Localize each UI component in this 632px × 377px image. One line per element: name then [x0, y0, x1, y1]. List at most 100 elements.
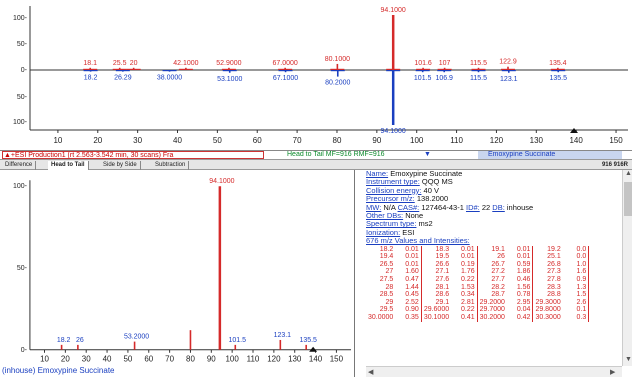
mw-label[interactable]: MW:: [366, 202, 382, 212]
values-heading[interactable]: 676 m/z Values and Intensities:: [366, 236, 470, 246]
y-tick-labels: 100- 50- 0- 50- 100-: [13, 15, 28, 126]
vertical-scrollbar[interactable]: ▲ ▼: [622, 170, 632, 366]
match-code: 916 916R: [601, 162, 628, 168]
intensity-cell: 1.86: [506, 268, 534, 277]
lower-peak: [507, 70, 510, 73]
mz-cell: 29.1: [435, 298, 450, 306]
collision-line: Collision energy: 40 V: [366, 185, 622, 195]
lower-peak: [228, 70, 231, 73]
mz-cell: 26.6: [435, 260, 450, 268]
y-tick-label: 50-: [17, 41, 28, 48]
mz-cell: 27.7: [491, 276, 505, 284]
x-tick-label: 130: [530, 136, 544, 145]
upper-peak-label: 25.5: [113, 60, 127, 67]
tab-subtraction[interactable]: Subtraction: [152, 161, 190, 170]
intensity-cell: 1.44: [395, 283, 422, 292]
values-row: 26.5 0.01 26.6 0.19 26.7 0.59 26.8 1.0: [366, 260, 590, 269]
upper-peak-label: 18.1: [83, 60, 97, 67]
cursor-marker[interactable]: [570, 128, 578, 133]
lower-peak-base: [162, 70, 177, 72]
intensity-cell: 0.34: [451, 291, 478, 299]
chart-background: [0, 0, 632, 150]
library-peak: [77, 344, 79, 350]
scroll-thumb[interactable]: [624, 182, 632, 216]
spectrum-source-field[interactable]: ▲+ESI Production1 (rt 2.563-3.542 min, 3…: [2, 151, 264, 159]
intensity-cell: 2.6: [562, 298, 590, 307]
scroll-left-icon[interactable]: ◀: [368, 369, 374, 376]
intensity-cell: 0.01: [506, 245, 534, 254]
instrument-value: QQQ MS: [421, 177, 453, 187]
id-value: 22: [481, 202, 491, 212]
lower-peak-base: [437, 70, 452, 72]
other-dbs-line: Other DBs: None: [366, 211, 622, 221]
other-dbs-label[interactable]: Other DBs:: [366, 211, 404, 221]
values-row: 27.5 0.47 27.6 0.22 27.7 0.46 27.8 0.9: [366, 276, 590, 284]
upper-peak-label: 94.1000: [381, 7, 406, 14]
mz-cell: 30.1000: [423, 314, 450, 321]
mz-cell: 28.1: [435, 283, 450, 291]
intensity-cell: 0.45: [395, 291, 422, 299]
library-hit-name[interactable]: Emoxypine Succinate: [478, 151, 622, 159]
id-label[interactable]: ID#:: [465, 202, 480, 212]
mz-cell: 27: [385, 268, 394, 276]
tab-difference[interactable]: Difference: [2, 161, 37, 170]
upper-peak-label: 135.4: [549, 60, 567, 67]
x-tick-label: 80: [333, 136, 342, 145]
dropdown-arrow-icon[interactable]: ▼: [424, 151, 431, 158]
mz-cell: 29.8000: [535, 306, 561, 314]
scroll-up-icon[interactable]: ▲: [625, 170, 632, 177]
mz-cell: 29.7000: [479, 306, 505, 314]
spectrum-type-value: ms2: [418, 219, 433, 229]
x-tick-label: 30: [82, 355, 91, 364]
lower-peak-label: 101.5: [414, 75, 432, 82]
x-tick-label: 100: [226, 355, 240, 364]
cursor-marker[interactable]: [309, 346, 318, 352]
intensity-cell: 0.90: [395, 306, 422, 314]
mz-cell: 27.6: [435, 276, 450, 284]
intensity-cell: 0.78: [506, 291, 534, 299]
x-tick-label: 60: [253, 136, 262, 145]
x-tick-label: 120: [267, 355, 281, 364]
x-tick-label: 60: [144, 355, 153, 364]
intensity-cell: 0.0: [562, 245, 590, 254]
upper-peak: [391, 15, 395, 70]
upper-peak-label: 20: [130, 60, 138, 67]
upper-peak-base: [278, 68, 293, 70]
x-tick-label: 90: [372, 136, 381, 145]
scroll-right-icon[interactable]: ▶: [610, 369, 616, 376]
y-tick-label: 100-: [13, 119, 28, 126]
horizontal-scrollbar[interactable]: ◀ ▶: [366, 366, 622, 377]
mz-cell: 29: [385, 298, 394, 306]
spectrum-type-label[interactable]: Spectrum type:: [366, 219, 417, 229]
mz-cell: 18.3: [435, 245, 450, 253]
tab-side-by-side[interactable]: Side by Side: [100, 161, 141, 170]
values-row: 29 2.52 29.1 2.81 29.2000 2.95 29.3000 2.6: [366, 298, 590, 307]
upper-peak-base: [416, 68, 431, 70]
intensity-cell: 1.3: [562, 283, 590, 292]
precursor-line: Precursor m/z: 138.2000: [366, 195, 622, 203]
upper-peak: [507, 66, 509, 70]
mz-cell: 28.6: [435, 291, 450, 299]
upper-peak-label: 101.6: [414, 60, 432, 67]
x-tick-labels: 10 20 30 40 50 60 70 80 90 100 110 120 130 140 150: [53, 130, 623, 145]
x-tick-label: 90: [207, 355, 216, 364]
x-tick-label: 70: [165, 355, 174, 364]
scroll-down-icon[interactable]: ▼: [625, 356, 632, 363]
intensity-cell: 2.52: [395, 298, 422, 307]
lower-peak: [391, 70, 395, 125]
intensity-cell: 1.53: [451, 283, 478, 292]
x-tick-label: 80: [186, 355, 195, 364]
y-tick-label: 50-: [17, 94, 28, 101]
instrument-label[interactable]: Instrument type:: [366, 177, 420, 187]
x-tick-label: 20: [93, 136, 102, 145]
cas-label[interactable]: CAS#:: [397, 202, 420, 212]
precursor-label[interactable]: Precursor m/z:: [366, 194, 415, 204]
ionization-label[interactable]: Ionization:: [366, 227, 401, 237]
db-label[interactable]: DB:: [492, 202, 505, 212]
tab-head-to-tail[interactable]: Head to Tail: [48, 161, 89, 170]
collision-label[interactable]: Collision energy:: [366, 185, 422, 195]
lower-peak: [336, 70, 339, 77]
mz-cell: 28.7: [491, 291, 505, 299]
name-label[interactable]: Name:: [366, 169, 389, 178]
mz-cell: 19.5: [435, 253, 450, 261]
